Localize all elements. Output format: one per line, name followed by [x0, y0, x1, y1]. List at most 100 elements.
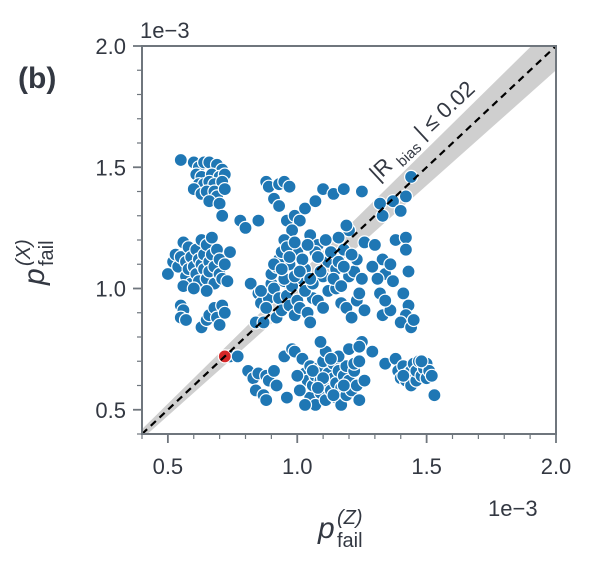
x-tick-label: 0.5 — [153, 454, 184, 479]
data-point — [295, 252, 310, 267]
data-point — [212, 317, 227, 332]
data-point — [406, 312, 421, 328]
data-point — [303, 315, 318, 330]
data-point — [272, 198, 287, 214]
data-point — [352, 286, 367, 301]
x-multiplier: 1e−3 — [488, 496, 538, 521]
data-point — [385, 194, 401, 209]
data-point — [398, 230, 413, 245]
data-point — [354, 271, 369, 286]
data-point — [292, 213, 307, 228]
data-point — [336, 378, 351, 393]
y-axis-label-sub: fail — [36, 240, 58, 266]
data-point — [238, 220, 253, 235]
data-point — [334, 279, 349, 294]
data-point — [401, 264, 416, 279]
x-tick-label: 2.0 — [541, 454, 572, 479]
y-axis-label-base: p — [18, 268, 51, 286]
data-point — [398, 189, 413, 204]
data-point — [300, 237, 315, 252]
data-point — [352, 339, 367, 354]
data-point — [212, 196, 227, 211]
data-point — [396, 368, 411, 383]
data-point — [365, 259, 380, 274]
data-point — [204, 230, 219, 245]
x-axis-label-sup: (Z) — [337, 507, 363, 529]
y-tick-label: 2.0 — [95, 34, 126, 59]
data-point — [352, 354, 367, 369]
data-point — [372, 196, 388, 211]
y-axis-label: p (X) fail — [4, 231, 58, 286]
data-point — [303, 271, 318, 286]
data-point — [290, 368, 305, 383]
data-point — [310, 249, 325, 265]
data-point — [274, 262, 289, 277]
data-point — [292, 264, 307, 279]
data-point — [427, 388, 442, 403]
data-point — [313, 334, 328, 349]
y-tick-label: 0.5 — [95, 398, 126, 423]
data-point — [336, 182, 351, 197]
data-point — [357, 373, 372, 388]
data-point — [160, 266, 175, 282]
data-point — [318, 232, 333, 248]
data-point — [243, 276, 258, 291]
data-point — [396, 286, 411, 301]
data-point — [297, 201, 313, 216]
data-point — [344, 310, 359, 325]
x-axis-label-base: p — [317, 512, 335, 545]
data-point — [339, 218, 354, 233]
data-point — [259, 300, 274, 315]
data-point — [393, 203, 408, 218]
data-point — [326, 388, 341, 403]
data-point — [370, 271, 385, 286]
data-point — [354, 184, 369, 199]
data-point — [287, 235, 302, 250]
data-point — [398, 242, 413, 257]
data-point — [385, 274, 401, 289]
x-axis-label: p (Z) fail — [317, 498, 371, 552]
data-point — [292, 383, 307, 398]
data-point — [217, 257, 232, 272]
data-point — [305, 363, 320, 378]
x-axis-label-sub: fail — [337, 530, 363, 552]
data-point — [308, 194, 323, 209]
data-point — [199, 283, 214, 298]
data-point — [323, 351, 338, 366]
data-point — [282, 179, 297, 194]
data-point — [256, 315, 271, 330]
data-point — [217, 305, 232, 320]
data-point — [297, 397, 313, 412]
data-point — [375, 208, 390, 223]
data-point — [215, 208, 230, 223]
reference-line — [142, 46, 556, 434]
data-point — [186, 281, 201, 296]
data-point — [173, 152, 188, 168]
data-point — [230, 349, 245, 364]
data-point — [378, 293, 393, 308]
data-point — [266, 363, 282, 378]
data-point — [310, 380, 325, 395]
data-point — [414, 354, 429, 369]
data-point — [331, 230, 346, 245]
data-point — [222, 245, 238, 260]
data-point — [282, 249, 297, 265]
y-multiplier: 1e−3 — [140, 18, 190, 43]
data-point — [178, 312, 194, 328]
data-point — [352, 393, 367, 408]
x-tick-label: 1.5 — [411, 454, 442, 479]
data-point — [367, 237, 382, 252]
data-point — [217, 182, 232, 197]
x-tick-label: 1.0 — [282, 454, 313, 479]
band-label-pre: |R — [364, 153, 397, 186]
data-point — [357, 303, 372, 318]
data-point — [344, 247, 359, 262]
data-point — [336, 259, 351, 274]
panel-label: (b) — [18, 62, 56, 95]
data-point — [279, 390, 294, 405]
data-point — [220, 274, 235, 289]
y-tick-label: 1.5 — [95, 155, 126, 180]
data-point — [365, 344, 380, 359]
data-point — [269, 378, 284, 393]
data-point — [316, 300, 331, 315]
